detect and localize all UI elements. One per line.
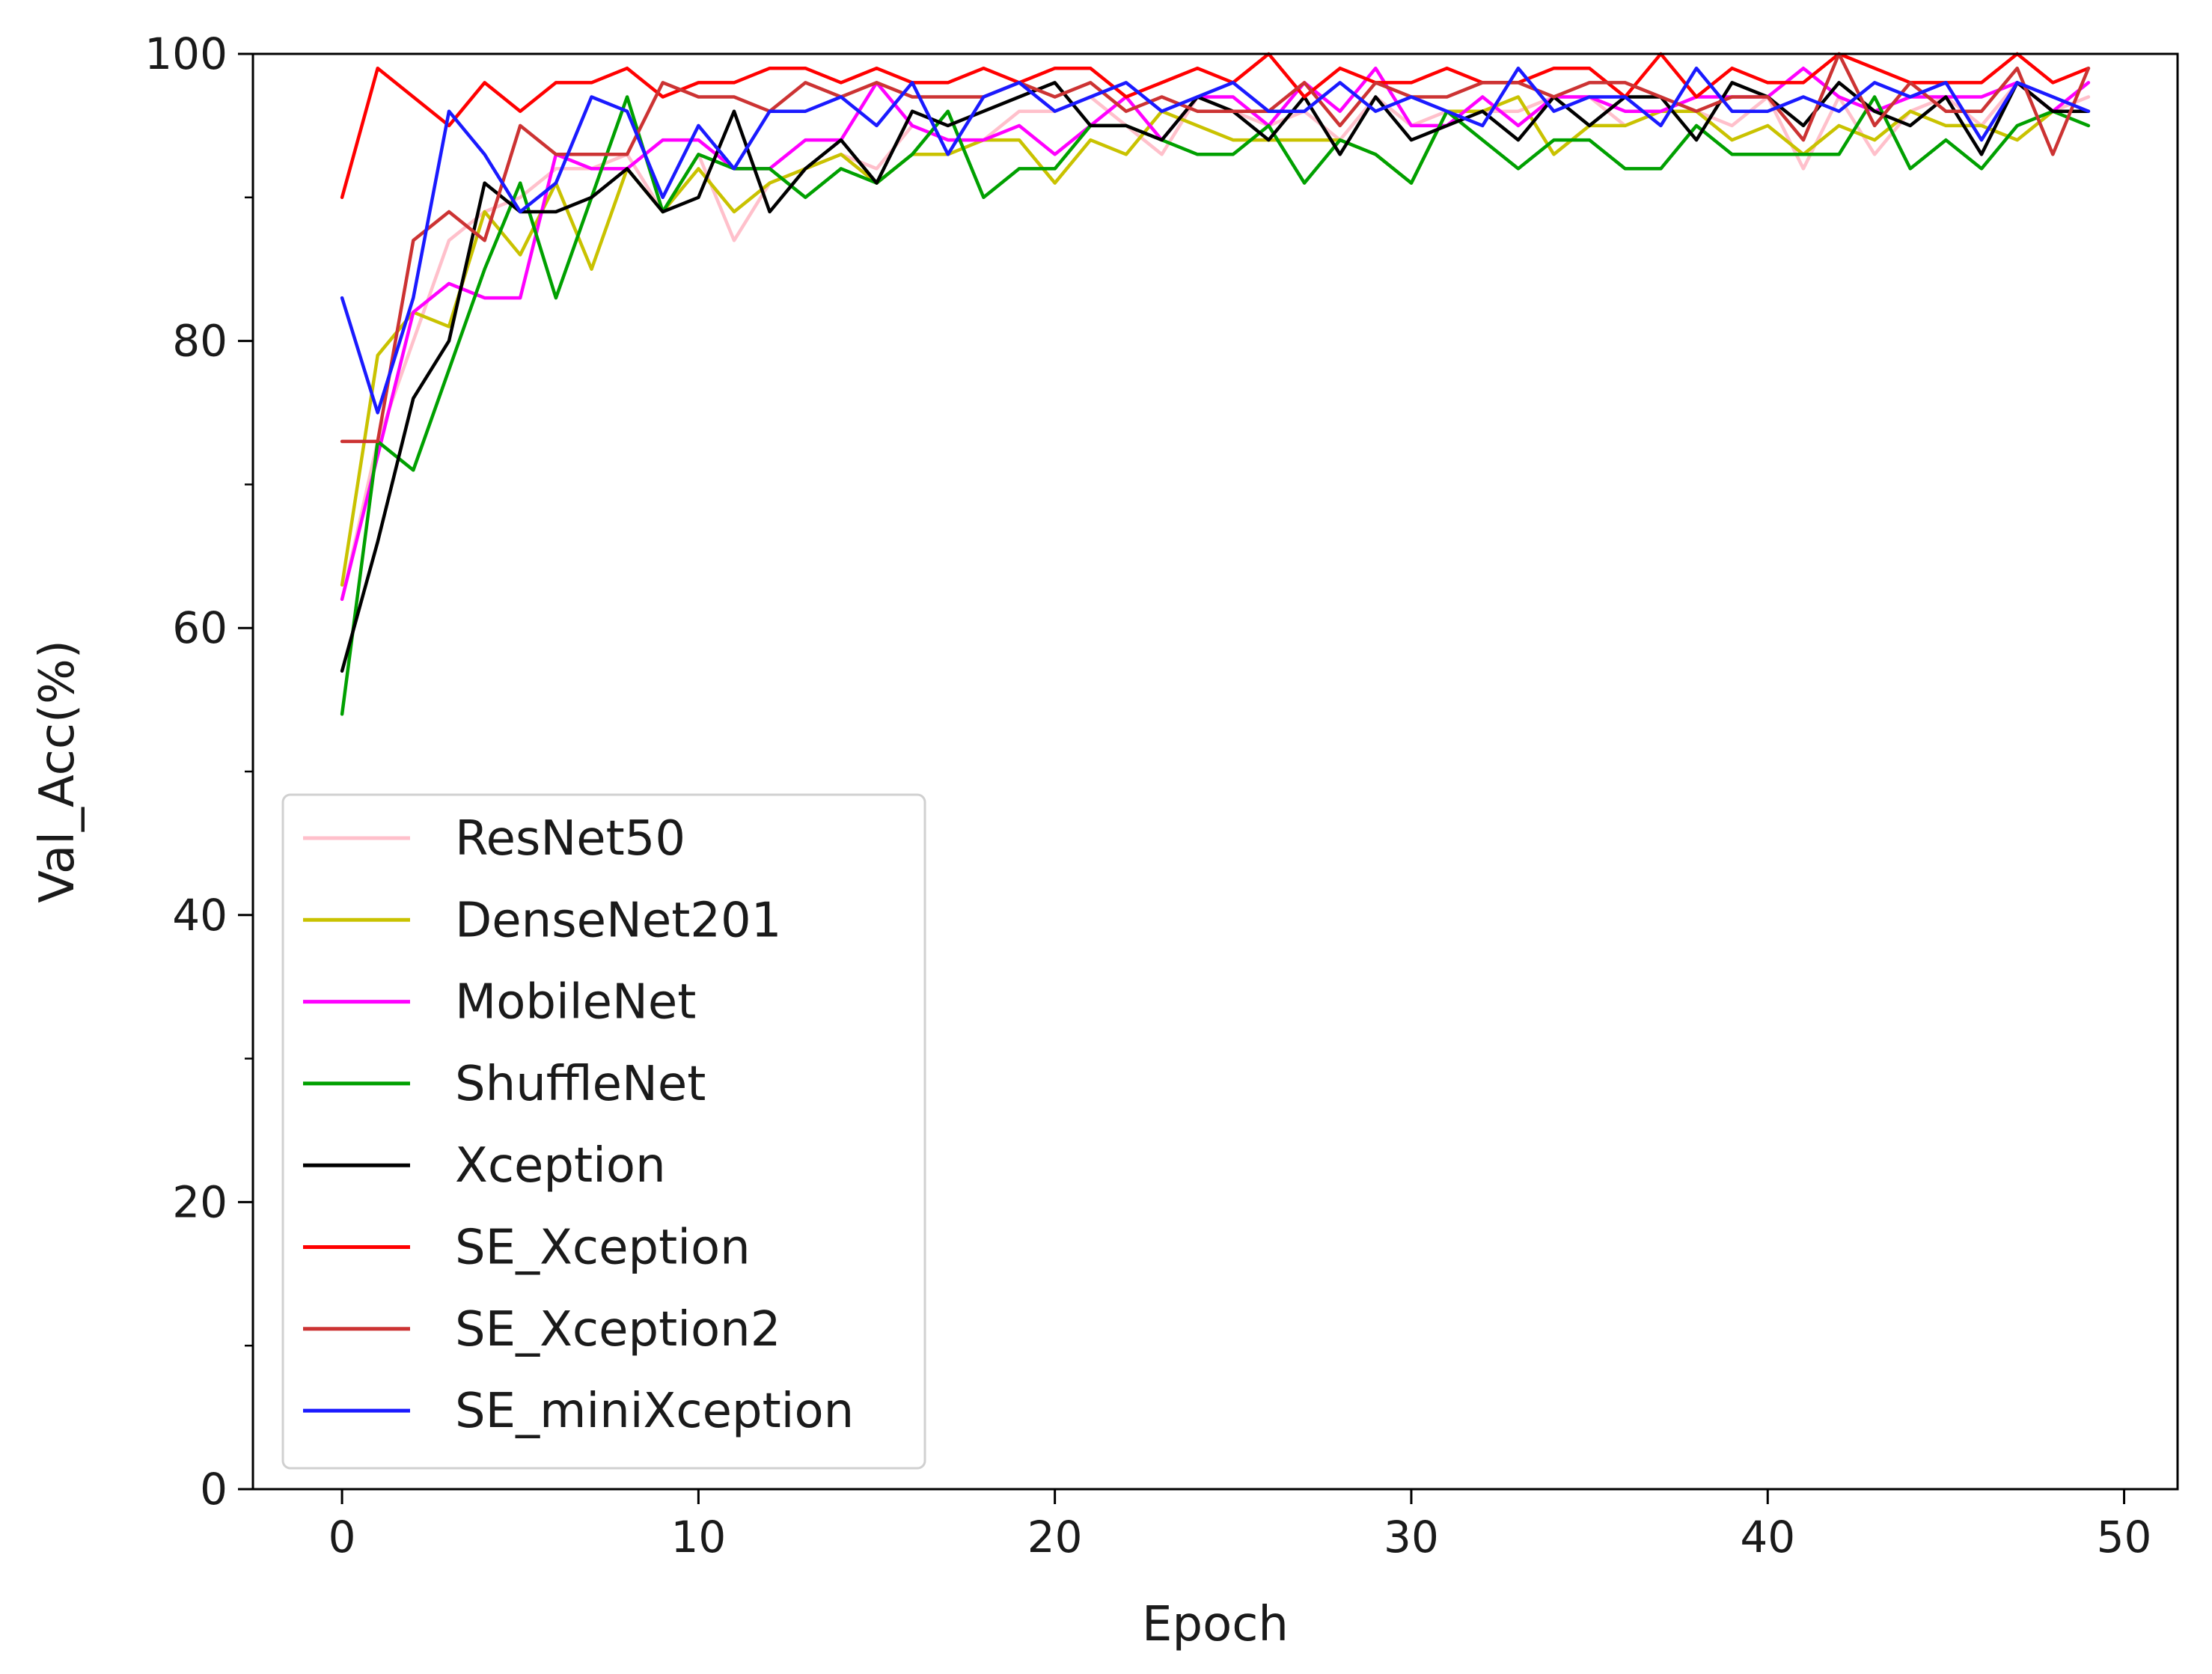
y-tick-label: 80	[172, 316, 227, 367]
legend-label-resnet50: ResNet50	[455, 811, 685, 867]
y-tick-label: 100	[144, 28, 227, 79]
y-axis-title: Val_Acc(%)	[30, 640, 85, 903]
y-tick-label: 20	[172, 1176, 227, 1227]
legend-label-se-xception2: SE_Xception2	[455, 1302, 780, 1357]
series-line-mobilenet	[340, 66, 2091, 602]
legend-label-se-xception: SE_Xception	[455, 1221, 751, 1276]
legend-label-mobilenet: MobileNet	[455, 975, 696, 1030]
y-tick-label: 0	[200, 1464, 227, 1515]
legend: ResNet50 DenseNet201 MobileNet ShuffleNet Xc…	[281, 793, 926, 1470]
x-axis-title: Epoch	[1142, 1597, 1289, 1652]
series-line-shufflenet	[340, 95, 2091, 716]
x-tick-label: 10	[670, 1512, 726, 1562]
series-layer	[340, 52, 2091, 716]
y-tick-label: 60	[172, 602, 227, 653]
series-line-se-minixception	[340, 66, 2091, 415]
legend-label-xception: Xception	[455, 1138, 666, 1194]
legend-label-se-minixception: SE_miniXception	[455, 1384, 854, 1439]
legend-box	[281, 793, 926, 1470]
legend-label-shufflenet: ShuffleNet	[455, 1057, 706, 1112]
x-tick-label: 30	[1384, 1512, 1439, 1562]
x-tick-label: 40	[1740, 1512, 1795, 1562]
x-tick-label: 20	[1027, 1512, 1083, 1562]
series-line-xception	[340, 81, 2091, 673]
axes-layer: 0 10 20 30 40 50 0 20 40 60 80 100 Epoch Val_Acc(%)	[30, 28, 2179, 1652]
x-tick-label: 50	[2097, 1512, 2152, 1562]
x-tick-label: 0	[329, 1512, 356, 1562]
series-line-se-xception	[340, 52, 2091, 200]
series-line-se-xception2	[340, 52, 2091, 444]
y-tick-label: 40	[172, 890, 227, 941]
legend-label-densenet201: DenseNet201	[455, 893, 781, 948]
